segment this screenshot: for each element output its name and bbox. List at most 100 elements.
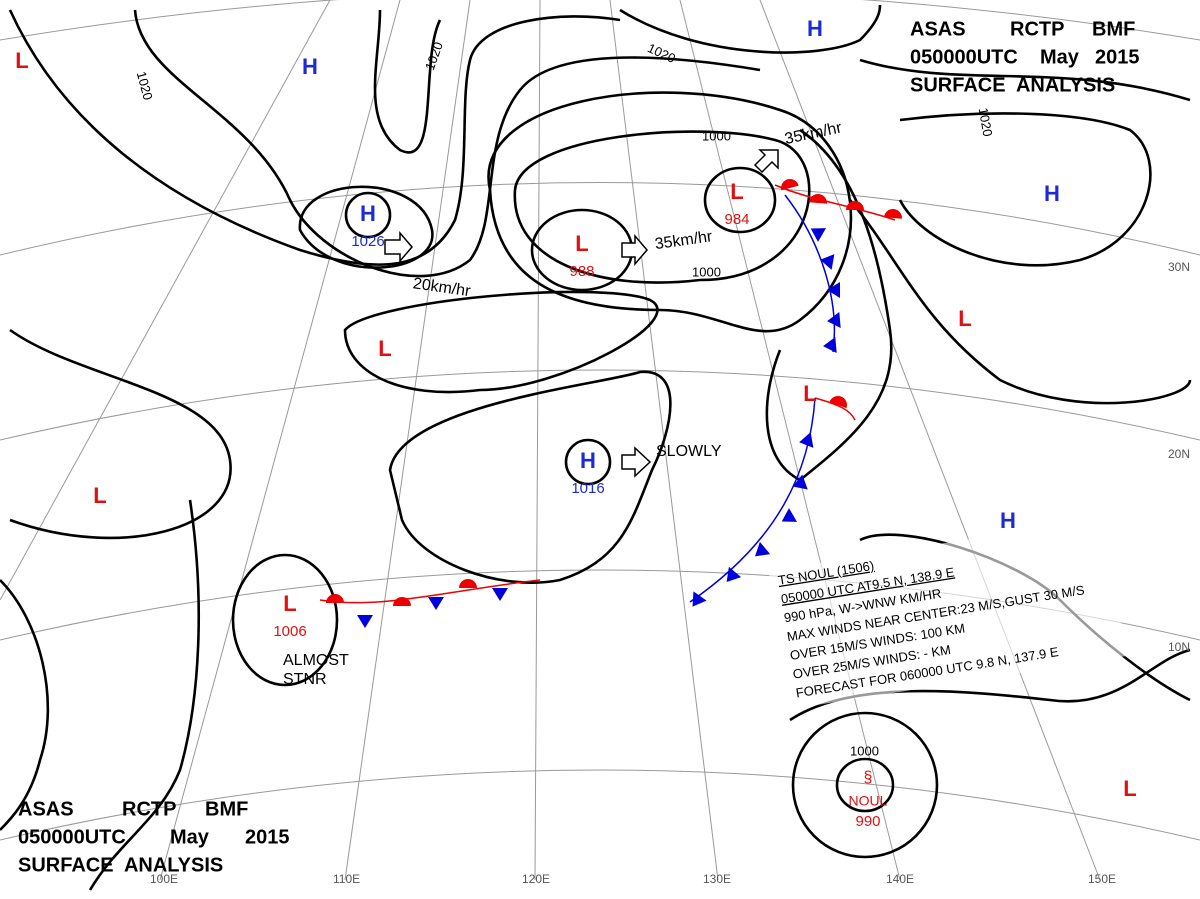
lon-line — [0, 0, 331, 601]
lon-line — [679, 0, 901, 881]
isobar — [703, 166, 777, 234]
header-line: SURFACE ANALYSIS — [910, 74, 1115, 96]
motion-arrow — [621, 446, 652, 478]
lat-line — [0, 182, 1200, 256]
motion-arrow — [384, 230, 413, 264]
storm-arrows — [384, 149, 779, 478]
cold-front-symbol — [755, 541, 771, 557]
system-symbol: H — [580, 448, 596, 473]
movement-label: STNR — [283, 671, 327, 688]
warm-front-symbol — [459, 579, 477, 588]
header-word: RCTP — [1010, 18, 1064, 40]
header-word: May — [170, 826, 210, 848]
system-symbol: L — [15, 48, 28, 73]
lon-label: 150E — [1088, 872, 1116, 886]
lat-line — [0, 0, 1200, 41]
system-symbol: H — [807, 16, 823, 41]
lon-label: 110E — [333, 872, 360, 886]
isobar — [298, 185, 434, 269]
lon-label: 100E — [150, 872, 178, 886]
system-symbol: L — [958, 306, 971, 331]
isobars — [0, 4, 1192, 891]
system-symbol: H — [360, 201, 376, 226]
header-word: RCTP — [122, 798, 176, 820]
system-symbol: H — [1044, 181, 1060, 206]
isobar — [0, 579, 50, 831]
warm-front-symbol — [781, 179, 799, 191]
system-symbol: H — [1000, 508, 1016, 533]
isobar — [898, 112, 1152, 267]
system-pressure: 988 — [569, 263, 594, 280]
cold-front-symbol — [823, 337, 837, 353]
warm-front — [814, 397, 856, 421]
isobar — [487, 91, 853, 333]
isobar — [231, 553, 339, 687]
header-word: 050000UTC — [18, 826, 126, 848]
cold-front-symbol — [428, 597, 444, 610]
header-word: May — [1040, 46, 1080, 68]
lon-label: 120E — [522, 872, 550, 886]
cold-front-symbol — [810, 228, 826, 242]
isobar — [373, 9, 442, 154]
isobar — [88, 499, 201, 891]
isobar-label: 1000 — [850, 743, 879, 758]
system-pressure: 1006 — [273, 623, 306, 640]
high-center-ring — [344, 191, 392, 239]
lat-label: 10N — [1168, 640, 1190, 654]
lon-line — [759, 0, 1101, 881]
warm-front-symbol — [393, 597, 411, 606]
system-symbol: L — [575, 231, 588, 256]
cold-front-symbol — [692, 591, 707, 607]
isobar — [619, 4, 882, 54]
system-symbol: H — [302, 54, 318, 79]
cold-front-symbol — [827, 312, 841, 328]
cold-front-symbol — [792, 474, 808, 490]
lon-label: 130E — [703, 872, 731, 886]
system-pressure: 990 — [855, 813, 880, 830]
system-name: NOUL — [849, 793, 888, 809]
isobar — [388, 370, 672, 584]
isobar-label: 1000 — [692, 264, 721, 279]
isobar — [9, 328, 232, 540]
cold-front-symbol — [781, 508, 797, 522]
cold-front-symbol — [492, 588, 508, 601]
header-bottom: ASAS RCTP BMF 050000UTC May 2015 SURFACE… — [18, 798, 290, 876]
warm-front-symbol — [884, 209, 902, 219]
motion-arrow — [621, 233, 648, 267]
header-word: ASAS — [18, 798, 74, 820]
cold-front-symbol — [827, 282, 840, 298]
lon-line — [344, 0, 471, 881]
isobar-label: 1020 — [976, 107, 996, 138]
header-word: ASAS — [910, 18, 966, 40]
movement-label: SLOWLY — [656, 443, 722, 460]
system-symbol: L — [378, 336, 391, 361]
info-bg — [768, 517, 1127, 710]
warm-front-symbol — [809, 194, 827, 204]
fronts — [319, 179, 902, 628]
lat-line — [0, 369, 1200, 441]
lon-label: 140E — [886, 872, 914, 886]
system-symbol: L — [93, 483, 106, 508]
isobar — [859, 58, 1191, 102]
cold-front — [784, 194, 836, 353]
isobar — [8, 9, 621, 266]
isobar — [849, 199, 1192, 405]
high-center-ring — [564, 438, 612, 486]
warm-front-symbol — [829, 396, 847, 409]
header-word: 2015 — [1095, 46, 1140, 68]
header-word: BMF — [1092, 18, 1135, 40]
system-pressure: 1016 — [571, 480, 604, 497]
lat-label: 20N — [1168, 447, 1190, 461]
isobar-label: 1020 — [134, 70, 156, 102]
isobar-label: 1000 — [702, 128, 731, 143]
cold-front — [689, 397, 816, 603]
header-word: BMF — [205, 798, 248, 820]
header-top: ASAS RCTP BMF 050000UTC May 2015 SURFACE… — [910, 18, 1140, 96]
cold-front-symbol — [357, 615, 373, 628]
header-line: SURFACE ANALYSIS — [18, 854, 223, 876]
system-symbol: L — [283, 591, 296, 616]
graticule — [0, 0, 1200, 881]
warm-front-symbol — [326, 594, 344, 603]
